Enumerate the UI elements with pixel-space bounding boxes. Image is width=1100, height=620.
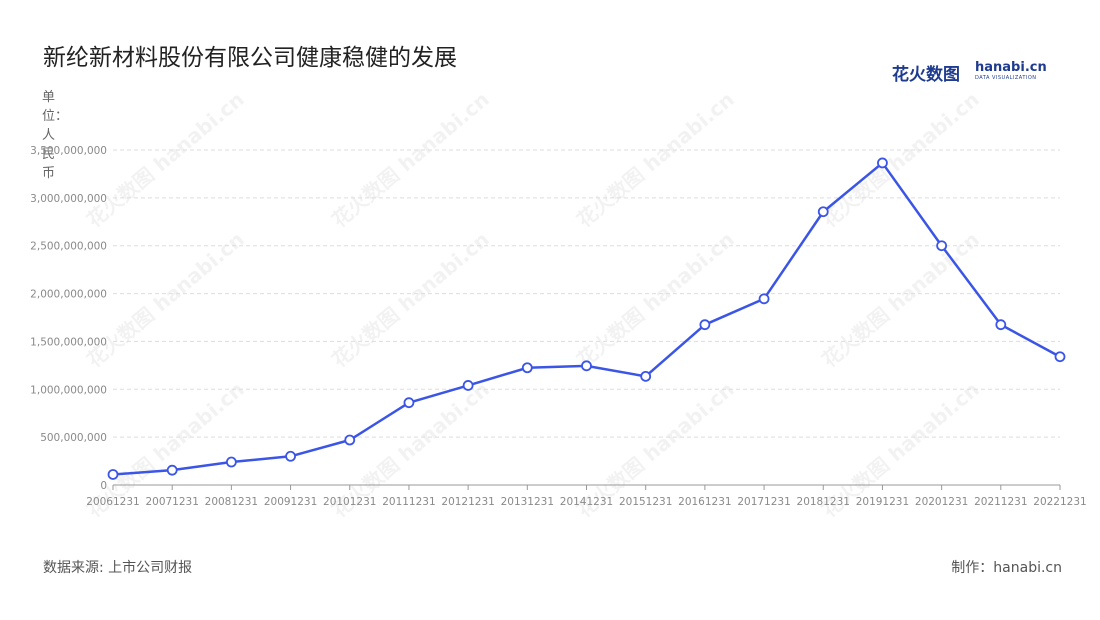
x-tick-label: 20221231 (1033, 496, 1086, 508)
data-source-note: 数据来源: 上市公司财报 (43, 560, 193, 576)
x-tick-label: 20111231 (382, 496, 435, 508)
watermark-text: 花火数图 hanabi.cn (817, 87, 984, 232)
brand-logo: 花火数图 hanabi.cn DATA VISUALIZATION (892, 60, 1047, 86)
x-tick-label: 20181231 (797, 496, 850, 508)
x-tick-label: 20141231 (560, 496, 613, 508)
logo-subtitle: DATA VISUALIZATION (975, 75, 1037, 81)
x-tick-label: 20131231 (501, 496, 554, 508)
data-point[interactable] (581, 360, 592, 372)
y-tick-label: 0 (100, 480, 107, 492)
data-point[interactable] (1054, 351, 1066, 363)
x-axis: 20061231 20071231 20081231 20091231 20101231… (86, 484, 1087, 508)
x-tick-label: 20201231 (915, 496, 968, 508)
data-point[interactable] (225, 456, 237, 468)
data-point[interactable] (107, 469, 119, 480)
data-point[interactable] (462, 380, 474, 391)
x-tick-label: 20211231 (974, 496, 1027, 508)
x-tick-label: 20101231 (323, 496, 376, 508)
x-tick-label: 20151231 (619, 496, 672, 508)
watermark-layer: 花火数图 hanabi.cn 花火数图 hanabi.cn 花火数图 hanabi.… (82, 87, 984, 522)
data-point[interactable] (344, 434, 356, 446)
x-tick-label: 20161231 (678, 496, 731, 508)
x-tick-label: 20061231 (86, 496, 139, 508)
watermark-text: 花火数图 hanabi.cn (327, 87, 494, 232)
series-layer (107, 157, 1066, 480)
logo-cn-text: 花火数图 (892, 65, 960, 85)
data-point[interactable] (758, 293, 770, 305)
x-tick-label: 20171231 (737, 496, 790, 508)
x-tick-label: 20191231 (856, 496, 909, 508)
watermark-text: 花火数图 hanabi.cn (572, 227, 739, 372)
data-point[interactable] (877, 157, 888, 169)
maker-credit: 制作：hanabi.cn (951, 560, 1062, 576)
watermark-text: 花火数图 hanabi.cn (327, 227, 494, 372)
data-point[interactable] (817, 206, 829, 218)
data-point[interactable] (521, 362, 533, 374)
x-tick-label: 20081231 (205, 496, 258, 508)
y-tick-label: 1,500,000,000 (30, 336, 107, 348)
watermark-text: 花火数图 hanabi.cn (817, 227, 984, 372)
data-point[interactable] (403, 397, 415, 409)
chart-title: 新纶新材料股份有限公司健康稳健的发展 (43, 45, 457, 71)
x-tick-label: 20121231 (441, 496, 494, 508)
data-point[interactable] (640, 370, 652, 382)
x-tick-label: 20071231 (145, 496, 198, 508)
y-tick-label: 3,500,000,000 (30, 145, 107, 157)
y-tick-label: 3,000,000,000 (30, 193, 107, 205)
x-tick-label: 20091231 (264, 496, 317, 508)
y-tick-label: 2,500,000,000 (30, 241, 107, 253)
logo-en-text: hanabi.cn (975, 60, 1047, 75)
data-point[interactable] (699, 319, 711, 331)
watermark-text: 花火数图 hanabi.cn (82, 87, 249, 232)
watermark-text: 花火数图 hanabi.cn (572, 87, 739, 232)
y-tick-label: 2,000,000,000 (30, 289, 107, 301)
data-point[interactable] (166, 464, 178, 476)
data-point[interactable] (995, 319, 1007, 331)
gridlines (113, 149, 1060, 438)
watermark-text: 花火数图 hanabi.cn (82, 227, 249, 372)
data-point[interactable] (936, 240, 948, 252)
y-tick-label: 500,000,000 (40, 432, 107, 444)
y-tick-label: 1,000,000,000 (30, 384, 107, 396)
data-point[interactable] (285, 450, 296, 462)
y-axis: 0 500,000,000 1,000,000,000 1,500,000,000 2,… (30, 145, 107, 492)
